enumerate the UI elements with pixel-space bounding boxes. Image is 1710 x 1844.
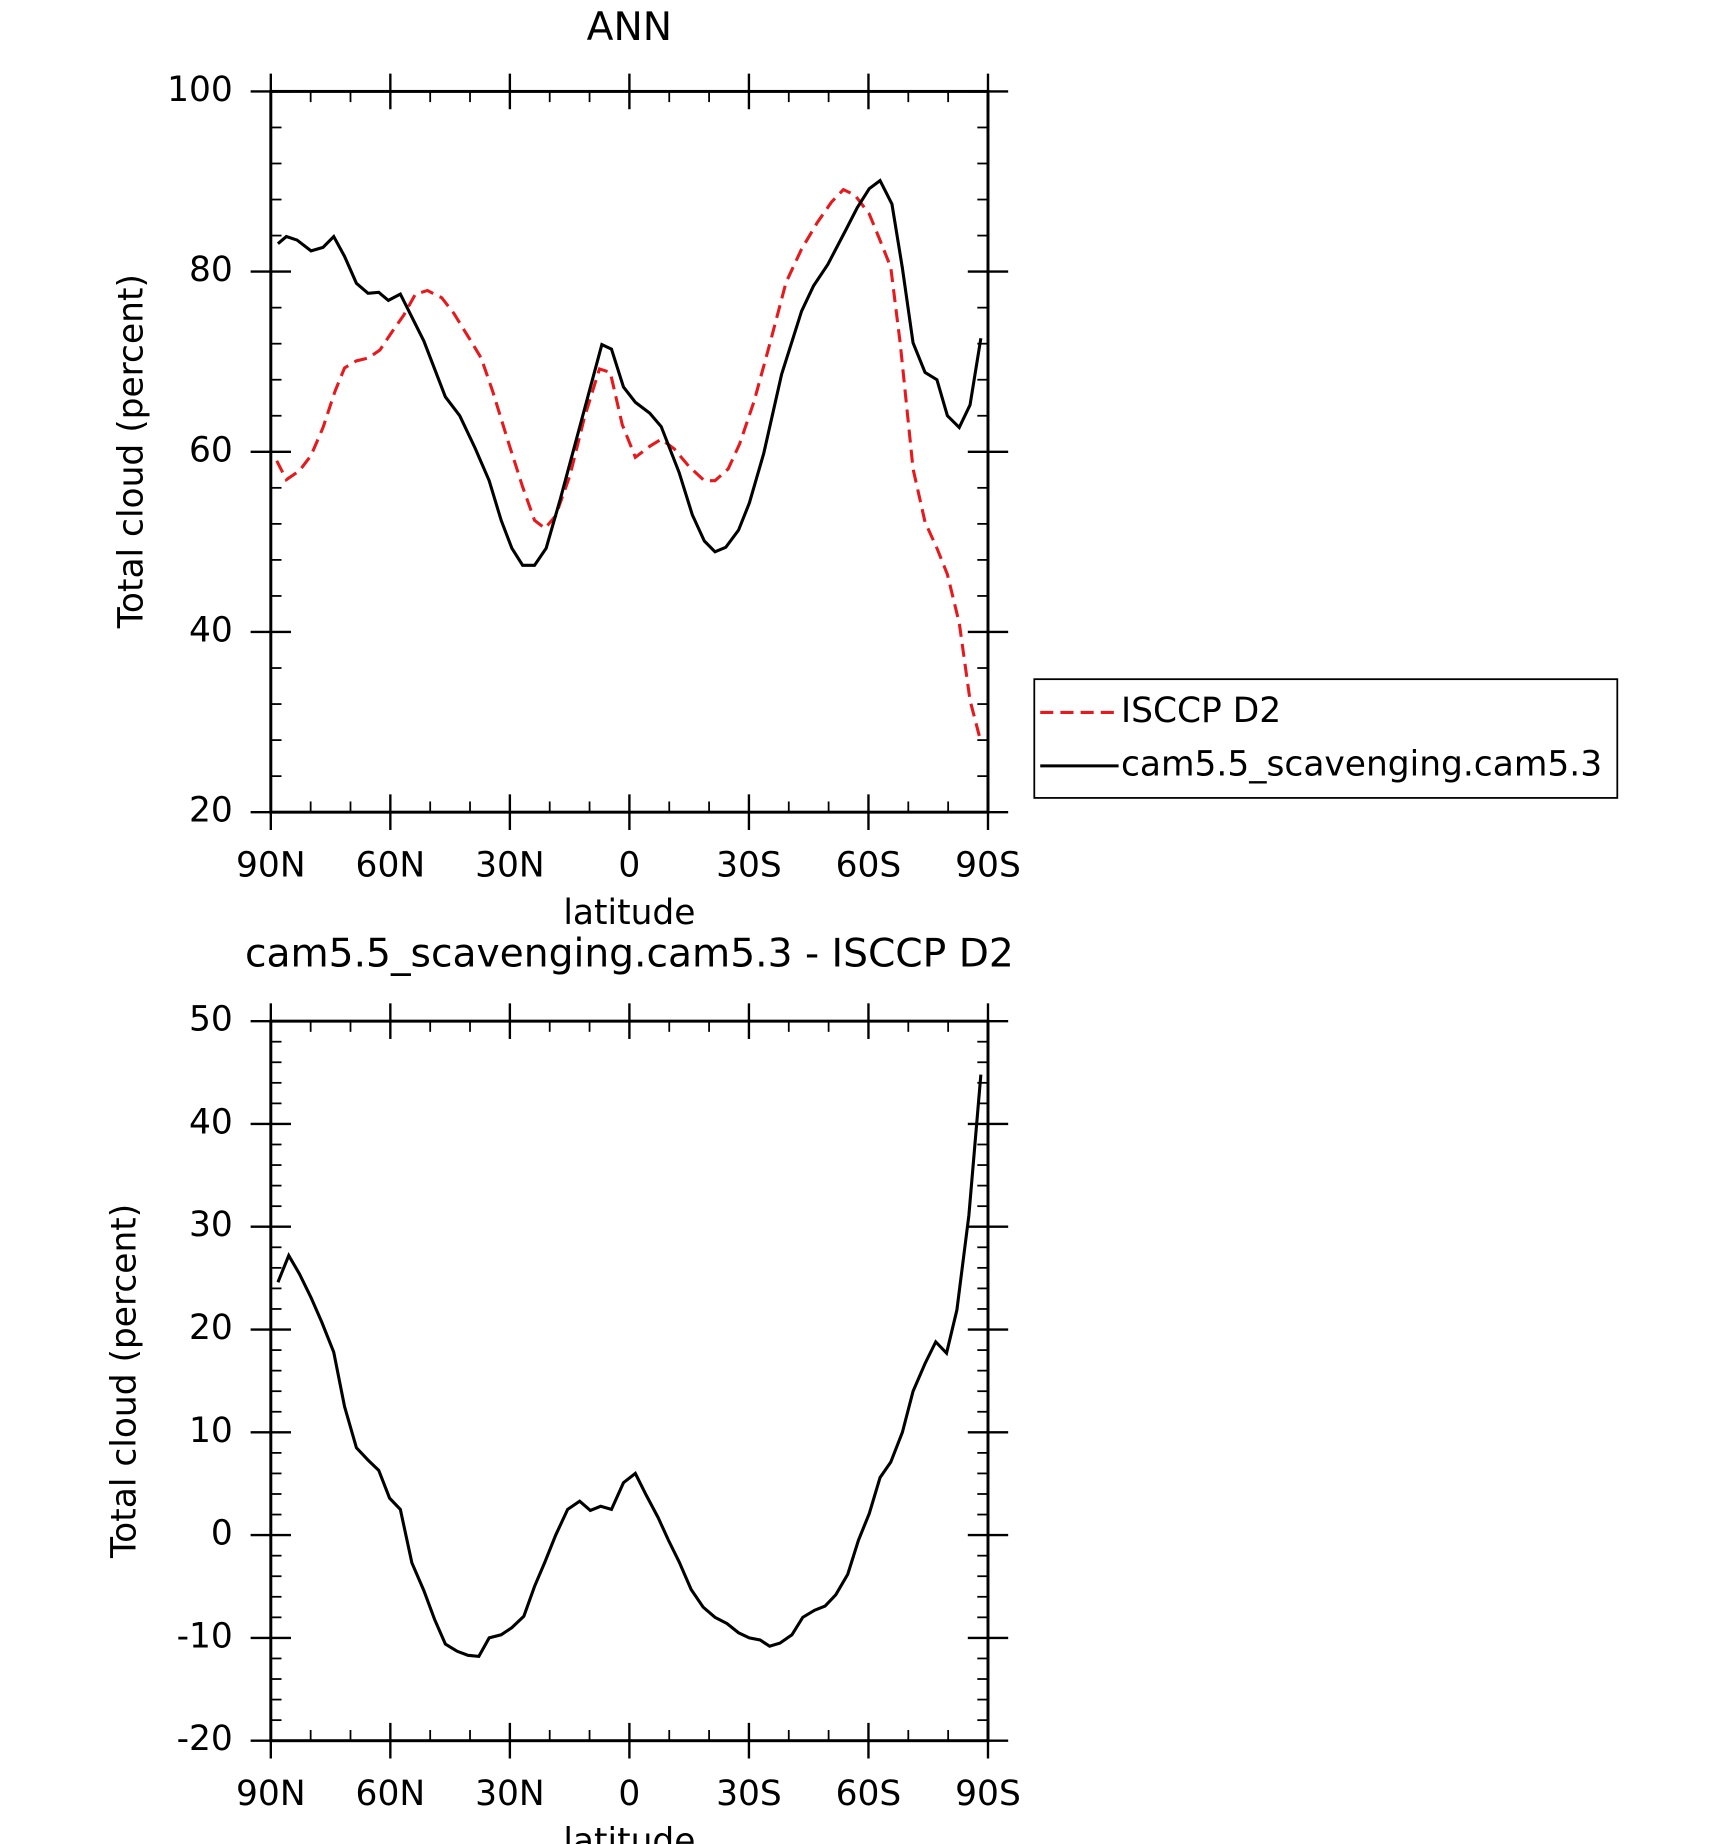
y-tick-label: 40 (189, 1102, 233, 1142)
chart-title: ANN (587, 5, 672, 50)
legend-label: ISCCP D2 (1121, 691, 1281, 731)
x-tick-label: 0 (618, 1774, 640, 1814)
chart-title: cam5.5_scavenging.cam5.3 - ISCCP D2 (245, 931, 1014, 976)
y-axis-label: Total cloud (percent) (112, 274, 152, 629)
plot-frame (269, 1019, 990, 1743)
y-tick-label: -10 (177, 1616, 233, 1656)
plot-frame (269, 89, 990, 814)
y-tick-label: 0 (211, 1514, 233, 1554)
y-tick-label: 60 (189, 430, 233, 470)
x-tick-label: 0 (618, 845, 640, 885)
y-axis-label: Total cloud (percent) (104, 1204, 144, 1559)
y-tick-label: 10 (189, 1411, 233, 1451)
y-tick-label: 20 (189, 791, 233, 831)
y-tick-label: 20 (189, 1308, 233, 1348)
x-axis-label: latitude (563, 1821, 695, 1844)
y-tick-label: 100 (167, 70, 233, 110)
x-tick-label: 60N (356, 845, 426, 885)
data-line (275, 187, 983, 743)
legend-box (1033, 678, 1619, 799)
data-line (276, 178, 983, 567)
y-tick-label: 80 (189, 250, 233, 290)
x-tick-label: 30N (475, 845, 545, 885)
data-line (276, 1074, 983, 1659)
y-tick-label: 30 (189, 1205, 233, 1245)
x-tick-label: 90S (955, 1774, 1021, 1814)
x-axis-label: latitude (563, 893, 695, 933)
x-tick-label: 30S (716, 845, 782, 885)
x-tick-label: 60N (356, 1774, 426, 1814)
x-tick-label: 60S (836, 845, 902, 885)
x-tick-label: 90S (955, 845, 1021, 885)
x-tick-label: 30N (475, 1774, 545, 1814)
legend-label: cam5.5_scavenging.cam5.3 (1121, 744, 1602, 784)
x-tick-label: 30S (716, 1774, 782, 1814)
x-tick-label: 90N (236, 1774, 306, 1814)
y-tick-label: 40 (189, 610, 233, 650)
y-tick-label: -20 (177, 1719, 233, 1759)
x-tick-label: 90N (236, 845, 306, 885)
x-tick-label: 60S (836, 1774, 902, 1814)
y-tick-label: 50 (189, 1000, 233, 1040)
